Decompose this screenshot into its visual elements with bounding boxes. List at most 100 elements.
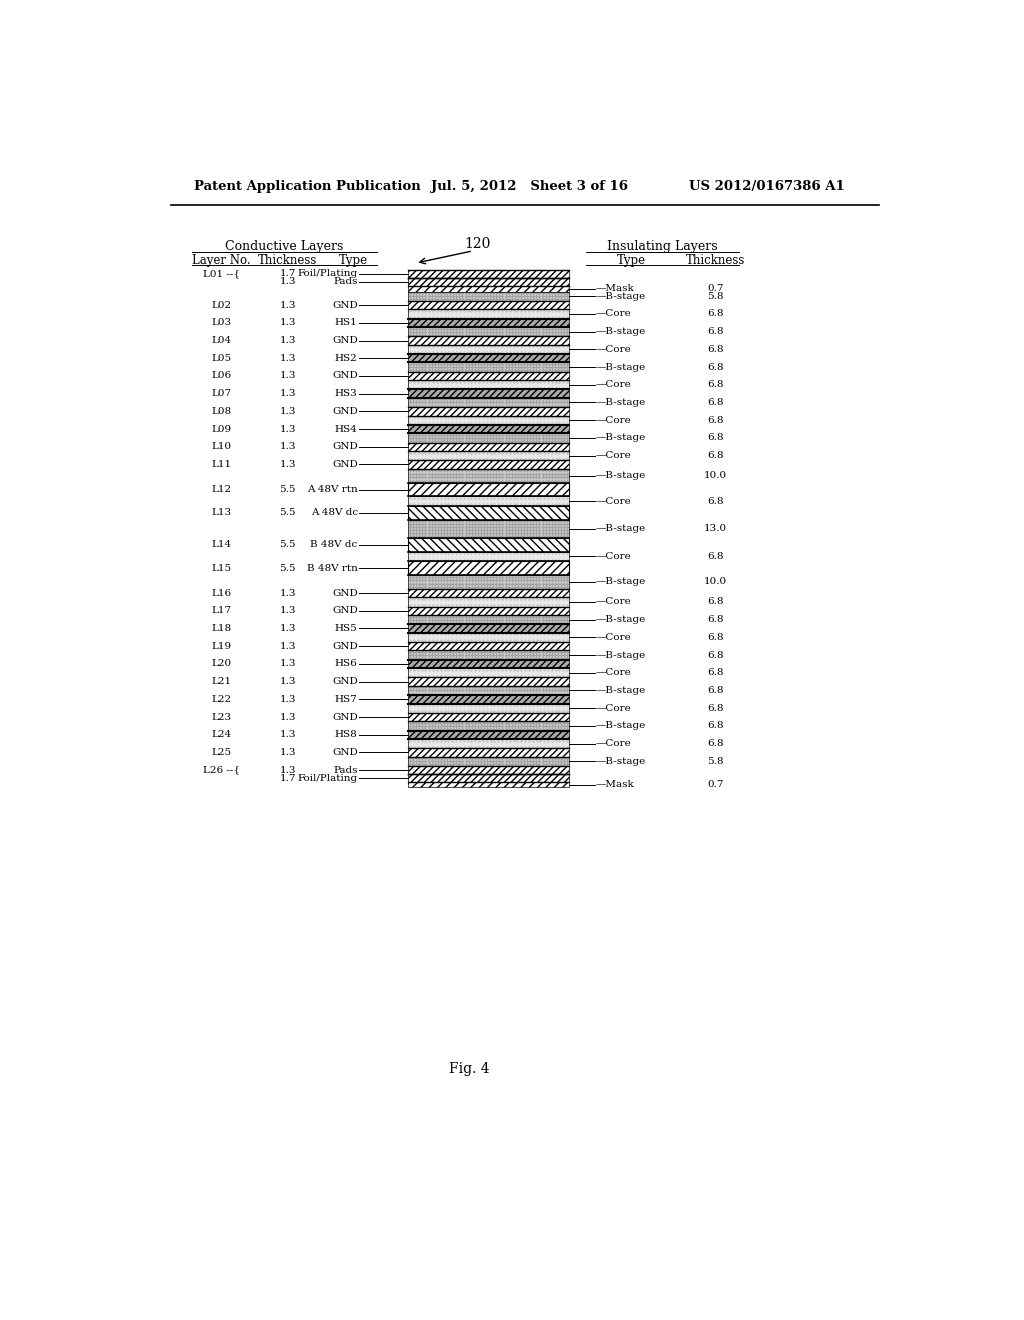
Text: —B-stage: —B-stage: [596, 577, 646, 586]
Bar: [408, 730, 569, 739]
Bar: [408, 660, 569, 668]
Bar: [408, 766, 569, 775]
Bar: [408, 624, 569, 632]
Text: Fig. 4: Fig. 4: [450, 1061, 489, 1076]
Bar: [408, 713, 569, 721]
Text: 6.8: 6.8: [708, 651, 724, 660]
Text: L01 --{: L01 --{: [203, 269, 240, 279]
Text: Insulating Layers: Insulating Layers: [606, 240, 717, 253]
Bar: [408, 389, 569, 397]
Text: —Core: —Core: [596, 704, 632, 713]
Bar: [408, 354, 569, 363]
Bar: [408, 318, 569, 327]
Text: 1.3: 1.3: [280, 301, 296, 310]
Bar: [408, 686, 569, 696]
Text: L23: L23: [211, 713, 231, 722]
Text: 6.8: 6.8: [708, 496, 724, 506]
Bar: [408, 506, 569, 520]
Text: —Core: —Core: [596, 552, 632, 561]
Text: Conductive Layers: Conductive Layers: [225, 240, 344, 253]
Text: 6.8: 6.8: [708, 615, 724, 624]
Text: L02: L02: [211, 301, 231, 310]
Bar: [408, 576, 569, 589]
Bar: [408, 552, 569, 561]
Text: 1.3: 1.3: [280, 606, 296, 615]
Text: GND: GND: [332, 442, 357, 451]
Text: 6.8: 6.8: [708, 416, 724, 425]
Bar: [408, 397, 569, 407]
Text: 13.0: 13.0: [705, 524, 727, 533]
Bar: [408, 277, 569, 286]
Text: GND: GND: [332, 713, 357, 722]
Bar: [408, 327, 569, 337]
Bar: [408, 781, 569, 788]
Bar: [408, 632, 569, 642]
Text: 6.8: 6.8: [708, 433, 724, 442]
Text: Layer No.: Layer No.: [193, 253, 251, 267]
Text: L03: L03: [211, 318, 231, 327]
Text: 1.3: 1.3: [280, 442, 296, 451]
Text: 6.8: 6.8: [708, 552, 724, 561]
Bar: [408, 696, 569, 704]
Bar: [408, 416, 569, 425]
Bar: [408, 598, 569, 607]
Text: 6.8: 6.8: [708, 309, 724, 318]
Bar: [408, 372, 569, 380]
Text: 1.7: 1.7: [280, 269, 296, 279]
Text: —Core: —Core: [596, 598, 632, 606]
Text: 1.3: 1.3: [280, 694, 296, 704]
Text: L14: L14: [211, 540, 231, 549]
Text: —Core: —Core: [596, 380, 632, 389]
Text: 6.8: 6.8: [708, 451, 724, 461]
Text: 1.3: 1.3: [280, 354, 296, 363]
Text: Foil/Plating: Foil/Plating: [298, 774, 357, 783]
Bar: [408, 309, 569, 318]
Text: Foil/Plating: Foil/Plating: [298, 269, 357, 279]
Text: L07: L07: [211, 389, 231, 399]
Text: 5.5: 5.5: [280, 564, 296, 573]
Text: 120: 120: [464, 236, 490, 251]
Text: US 2012/0167386 A1: US 2012/0167386 A1: [689, 181, 845, 194]
Text: 6.8: 6.8: [708, 345, 724, 354]
Bar: [408, 363, 569, 372]
Text: HS1: HS1: [335, 318, 357, 327]
Text: —B-stage: —B-stage: [596, 615, 646, 624]
Text: L05: L05: [211, 354, 231, 363]
Text: 1.3: 1.3: [280, 624, 296, 634]
Text: 5.5: 5.5: [280, 540, 296, 549]
Text: —Core: —Core: [596, 416, 632, 425]
Text: 1.3: 1.3: [280, 589, 296, 598]
Bar: [408, 739, 569, 748]
Text: GND: GND: [332, 407, 357, 416]
Bar: [408, 442, 569, 451]
Bar: [408, 589, 569, 598]
Bar: [408, 642, 569, 651]
Text: Thickness: Thickness: [686, 253, 745, 267]
Bar: [408, 451, 569, 461]
Text: Thickness: Thickness: [258, 253, 317, 267]
Text: —Core: —Core: [596, 345, 632, 354]
Text: 1.3: 1.3: [280, 730, 296, 739]
Text: HS2: HS2: [335, 354, 357, 363]
Text: 1.3: 1.3: [280, 407, 296, 416]
Text: 6.8: 6.8: [708, 739, 724, 748]
Text: —B-stage: —B-stage: [596, 292, 646, 301]
Text: 1.3: 1.3: [280, 318, 296, 327]
Text: L04: L04: [211, 337, 231, 345]
Bar: [408, 380, 569, 389]
Text: GND: GND: [332, 459, 357, 469]
Bar: [408, 607, 569, 615]
Text: —B-stage: —B-stage: [596, 722, 646, 730]
Bar: [408, 615, 569, 624]
Bar: [408, 775, 569, 781]
Text: —B-stage: —B-stage: [596, 327, 646, 337]
Text: GND: GND: [332, 301, 357, 310]
Text: —Core: —Core: [596, 496, 632, 506]
Text: A 48V rtn: A 48V rtn: [307, 484, 357, 494]
Bar: [408, 433, 569, 442]
Text: L24: L24: [211, 730, 231, 739]
Bar: [408, 539, 569, 552]
Text: 6.8: 6.8: [708, 668, 724, 677]
Text: —B-stage: —B-stage: [596, 363, 646, 371]
Text: —Core: —Core: [596, 451, 632, 461]
